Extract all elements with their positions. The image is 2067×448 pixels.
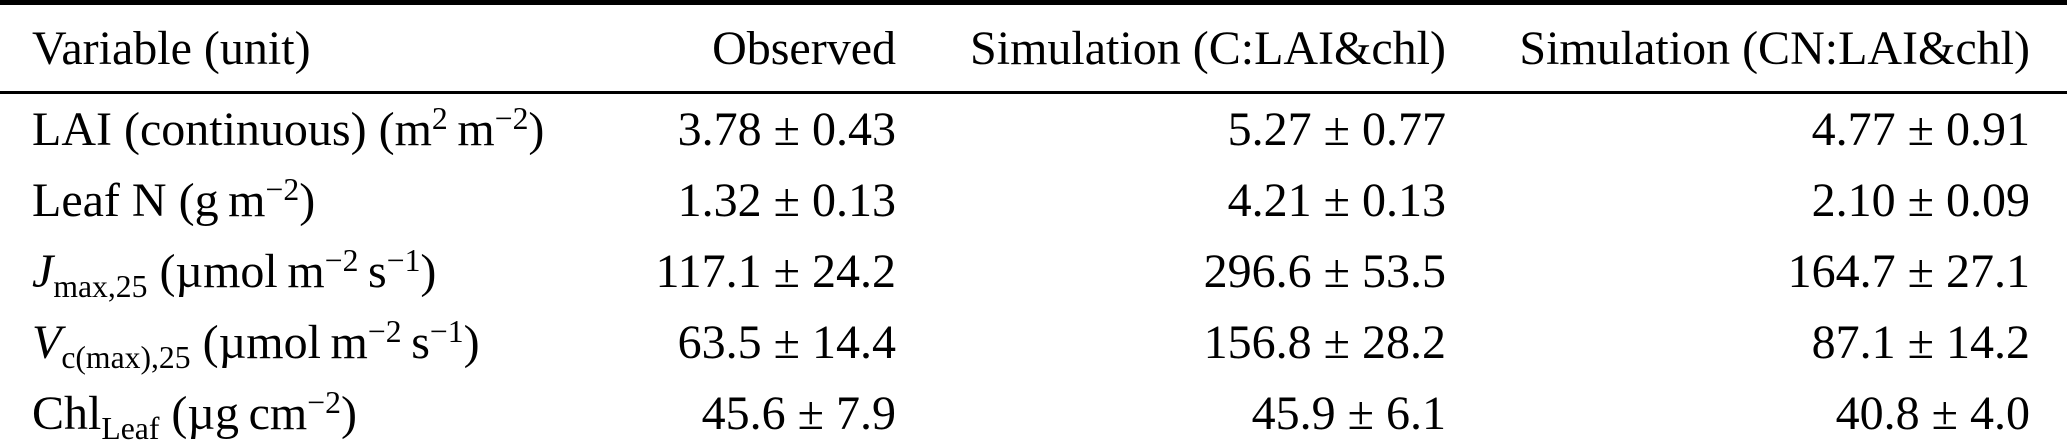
table-row: Jmax,25 (µmol m−2 s−1) 117.1 ± 24.2 296.…: [0, 236, 2067, 307]
table-row: ChlLeaf (µg cm−2) 45.6 ± 7.9 45.9 ± 6.1 …: [0, 378, 2067, 448]
cell-observed-value: 45.6 ± 7.9: [701, 387, 896, 440]
cell-simulation-cn-value: 2.10 ± 0.09: [1811, 174, 2030, 227]
cell-simulation-c-value: 156.8 ± 28.2: [1203, 316, 1446, 369]
cell-variable-unit: LAI (continuous) (m2 m−2): [32, 100, 545, 156]
cell-simulation-cn-value: 87.1 ± 14.2: [1811, 316, 2030, 369]
cell-variable-unit: Jmax,25 (µmol m−2 s−1): [32, 242, 437, 305]
cell-simulation-cn-value: 40.8 ± 4.0: [1835, 387, 2030, 440]
column-header-observed: Observed: [580, 2, 897, 94]
table-row: Vc(max),25 (µmol m−2 s−1) 63.5 ± 14.4 15…: [0, 307, 2067, 378]
column-header-variable-unit: Variable (unit): [0, 2, 580, 94]
cell-simulation-c-value: 5.27 ± 0.77: [1227, 103, 1446, 156]
cell-simulation-c-value: 45.9 ± 6.1: [1251, 387, 1446, 440]
table-row: Leaf N (g m−2) 1.32 ± 0.13 4.21 ± 0.13 2…: [0, 165, 2067, 236]
cell-observed-value: 63.5 ± 14.4: [677, 316, 896, 369]
cell-observed-value: 3.78 ± 0.43: [677, 103, 896, 156]
table-row: LAI (continuous) (m2 m−2) 3.78 ± 0.43 5.…: [0, 93, 2067, 166]
cell-observed-value: 117.1 ± 24.2: [655, 245, 896, 298]
cell-observed-value: 1.32 ± 0.13: [677, 174, 896, 227]
header-row: Variable (unit) Observed Simulation (C:L…: [0, 2, 2067, 94]
cell-simulation-cn-value: 164.7 ± 27.1: [1787, 245, 2030, 298]
cell-simulation-cn-value: 4.77 ± 0.91: [1811, 103, 2030, 156]
column-header-simulation-cn-lai-chl: Simulation (CN:LAI&chl): [1447, 2, 2067, 94]
cell-simulation-c-value: 4.21 ± 0.13: [1227, 174, 1446, 227]
cell-variable-unit: Vc(max),25 (µmol m−2 s−1): [32, 313, 480, 376]
column-header-simulation-c-lai-chl: Simulation (C:LAI&chl): [897, 2, 1447, 94]
table-header: Variable (unit) Observed Simulation (C:L…: [0, 2, 2067, 94]
cell-variable-unit: ChlLeaf (µg cm−2): [32, 384, 357, 447]
cell-variable-unit: Leaf N (g m−2): [32, 171, 316, 227]
cell-simulation-c-value: 296.6 ± 53.5: [1203, 245, 1446, 298]
table-body: LAI (continuous) (m2 m−2) 3.78 ± 0.43 5.…: [0, 93, 2067, 448]
